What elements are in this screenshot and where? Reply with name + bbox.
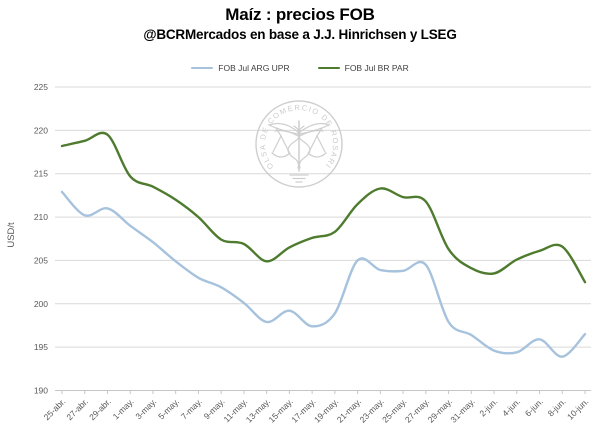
x-tick-label: 29-abr.: [87, 396, 113, 422]
chart-subtitle: @BCRMercados en base a J.J. Hinrichsen y…: [143, 27, 457, 42]
x-tick-label: 5-may.: [156, 396, 181, 421]
x-tick-label: 25-may.: [380, 396, 408, 424]
legend-item-label: FOB Jul ARG UPR: [218, 63, 290, 73]
x-tick-label: 19-may.: [312, 396, 340, 424]
x-tick-label: 1-may.: [111, 396, 136, 421]
series-line-fob-jul-br-par: [60, 131, 587, 284]
x-tick-label: 17-may.: [289, 396, 317, 424]
legend-line-swatch-icon: [317, 66, 340, 70]
x-tick-label: 25-abr.: [42, 396, 68, 422]
x-tick-label: 7-may.: [179, 396, 204, 421]
legend-item: FOB Jul BR PAR: [317, 63, 409, 73]
y-tick-label: 215: [34, 169, 48, 179]
watermark-bcr-logo-icon: BOLSA DE COMERCIO DE ROSARIO: [0, 0, 343, 188]
chart-title: Maíz : precios FOB: [225, 5, 375, 24]
y-tick-label: 190: [34, 386, 48, 396]
x-tick-label: 3-may.: [133, 396, 158, 421]
x-tick-label: 27-may.: [403, 396, 431, 424]
series-line-fob-jul-arg-upr: [60, 190, 587, 358]
x-tick-label: 29-may.: [426, 396, 454, 424]
x-tick-label: 13-may.: [244, 396, 272, 424]
x-tick-label: 10-jun.: [565, 396, 590, 421]
x-tick-label: 2-jun.: [477, 396, 499, 418]
y-tick-label: 195: [34, 342, 48, 352]
x-tick-label: 21-may.: [335, 396, 363, 424]
y-axis-title: USD/t: [6, 222, 17, 248]
x-tick-label: 31-may.: [448, 396, 476, 424]
legend-item: FOB Jul ARG UPR: [191, 63, 290, 73]
x-tick-label: 23-may.: [357, 396, 385, 424]
series-lines: [60, 131, 587, 358]
x-tick-label: 4-jun.: [500, 396, 522, 418]
y-tick-label: 200: [34, 299, 48, 309]
y-tick-label: 225: [34, 82, 48, 92]
legend: FOB Jul ARG UPR FOB Jul BR PAR: [0, 63, 600, 73]
y-tick-label: 220: [34, 125, 48, 135]
axes: 19019520020521021522022525-abr.27-abr.29…: [34, 82, 591, 425]
gridlines: [55, 86, 591, 348]
y-tick-label: 205: [34, 255, 48, 265]
x-tick-label: 15-may.: [266, 396, 294, 424]
legend-item-label: FOB Jul BR PAR: [344, 63, 409, 73]
legend-line-swatch-icon: [191, 66, 214, 70]
x-tick-label: 6-jun.: [523, 396, 545, 418]
y-tick-label: 210: [34, 212, 48, 222]
x-tick-label: 27-abr.: [64, 396, 90, 422]
